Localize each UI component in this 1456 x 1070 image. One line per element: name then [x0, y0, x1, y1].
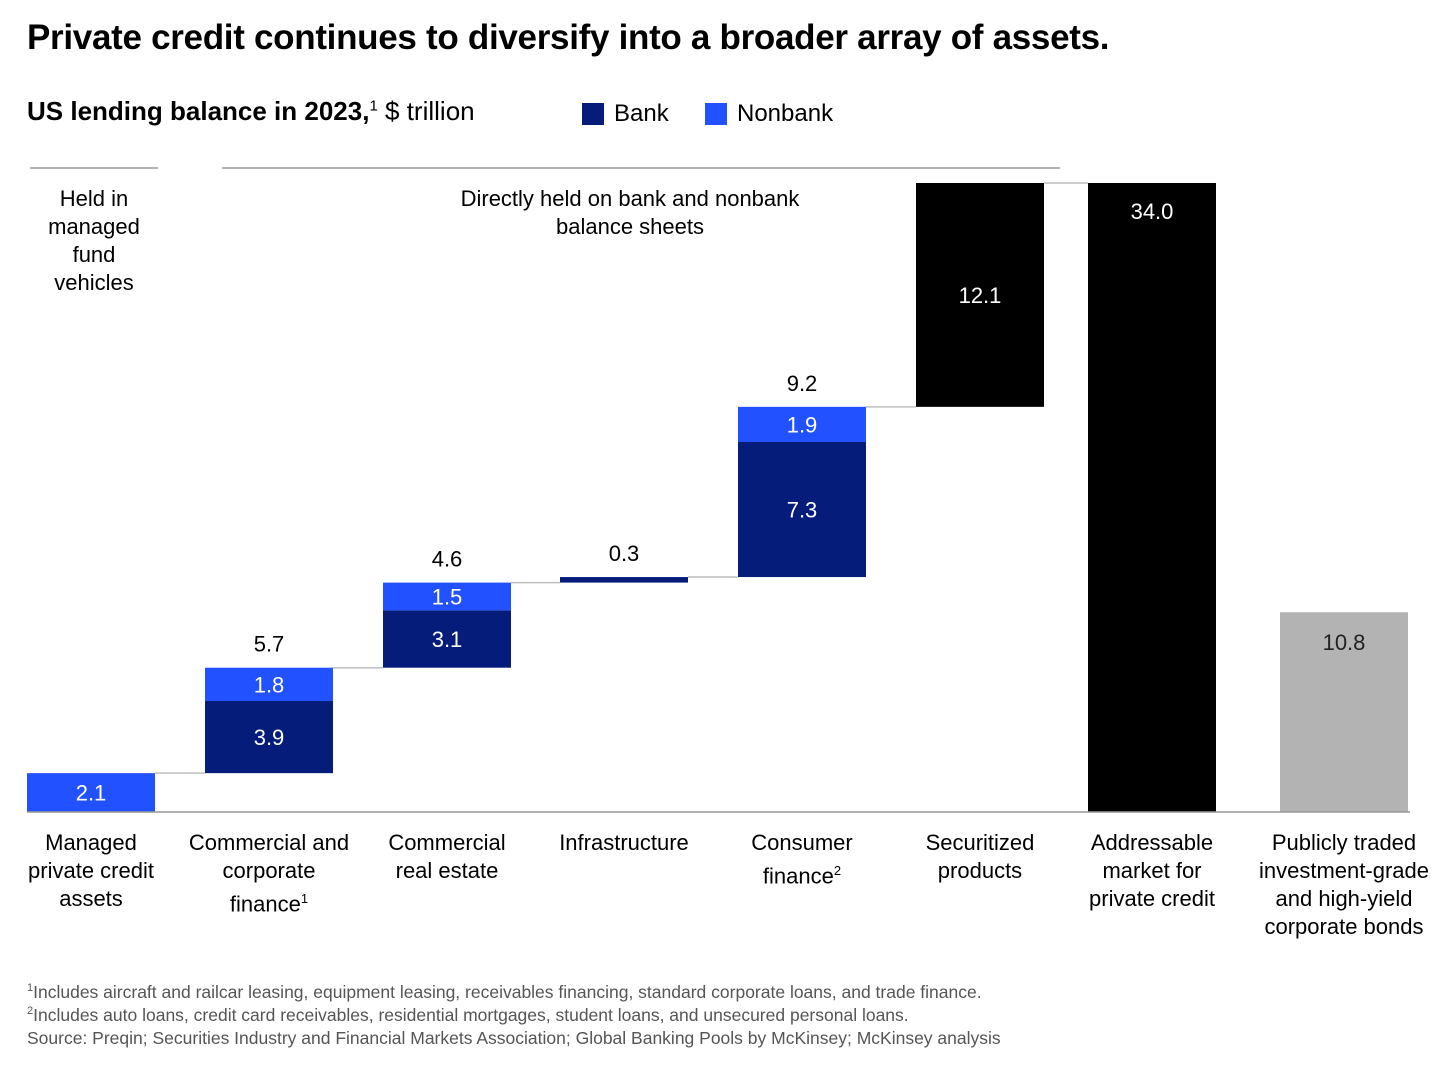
footnote-1: 1Includes aircraft and railcar leasing, …	[27, 982, 982, 1003]
total-label-commercial-real-estate: 4.6	[432, 547, 463, 572]
x-label-text: Infrastructure	[559, 830, 689, 855]
x-label-infrastructure: Infrastructure	[539, 829, 709, 857]
total-label-infrastructure: 0.3	[609, 541, 640, 566]
x-label-commercial-real-estate: Commercial real estate	[367, 829, 527, 885]
x-label-securitized-products: Securitized products	[900, 829, 1060, 885]
bar-publicly-traded-investment-grade-and-high-yield-corporate-bonds-public	[1280, 612, 1408, 812]
x-label-footnote-marker: 2	[833, 863, 842, 878]
x-label-text: Publicly traded investment-grade and hig…	[1259, 830, 1429, 939]
x-label-text: Securitized products	[925, 830, 1035, 883]
x-label-text: Commercial and corporate finance	[188, 830, 350, 917]
footnote-2-marker: 2	[27, 1005, 34, 1018]
subtitle-footnote-marker: 1	[369, 97, 378, 115]
total-label-consumer-finance: 9.2	[787, 371, 818, 396]
group-label-managed: Held in managed fund vehicles	[48, 186, 140, 295]
bar-commercial-and-corporate-finance-bank	[205, 701, 333, 774]
waterfall-chart: 2.1 3.9 1.8 5.7 3.1 1.5 4.6 0.3 7.3 1.9 9.2 12.1 34.…	[27, 167, 1410, 813]
x-label-text: Commercial real estate	[388, 830, 506, 883]
group-label-direct: Directly held on bank and nonbank balanc…	[460, 186, 800, 239]
data-label-publicly-traded-investment-grade-and-high-yield-corporate-bonds-public: 10.8	[1323, 630, 1366, 655]
x-label-consumer-finance: Consumer finance2	[722, 829, 882, 890]
x-label-footnote-marker: 1	[300, 891, 309, 906]
x-label-text: Consumer finance	[751, 830, 853, 889]
footnote-1-text: Includes aircraft and railcar leasing, e…	[33, 982, 982, 1002]
data-label-securitized-products-total: 12.1	[959, 283, 1002, 308]
footnote-1-marker: 1	[27, 982, 34, 995]
bar-consumer-finance-bank	[738, 442, 866, 578]
x-label-text: Addressable market for private credit	[1089, 830, 1215, 911]
x-label-addressable-market-for-private-credit: Addressable market for private credit	[1072, 829, 1232, 913]
footnote-2: 2Includes auto loans, credit card receiv…	[27, 1005, 909, 1026]
data-label-commercial-real-estate-nonbank: 1.5	[432, 584, 463, 609]
data-label-commercial-and-corporate-finance-bank: 3.9	[254, 725, 285, 750]
x-label-commercial-and-corporate-finance: Commercial and corporate finance1	[184, 829, 354, 918]
x-label-managed-private-credit-assets: Managed private credit assets	[11, 829, 171, 913]
total-label-commercial-and-corporate-finance: 5.7	[254, 632, 285, 657]
data-label-consumer-finance-nonbank: 1.9	[787, 412, 818, 437]
source-note: Source: Preqin; Securities Industry and …	[27, 1028, 1001, 1048]
data-label-managed-private-credit-assets-nonbank: 2.1	[76, 781, 107, 806]
bar-infrastructure-bank	[560, 577, 688, 583]
data-label-addressable-market-for-private-credit-total: 34.0	[1131, 199, 1174, 224]
subtitle-main: US lending balance in 2023,	[27, 96, 370, 126]
bar-commercial-real-estate-bank	[383, 610, 511, 668]
bars-layer: 2.1 3.9 1.8 5.7 3.1 1.5 4.6 0.3 7.3 1.9 9.2 12.1 34.…	[27, 182, 1408, 812]
bar-commercial-real-estate-nonbank	[383, 582, 511, 611]
x-label-text: Managed private credit assets	[28, 830, 154, 911]
bar-securitized-products-total	[916, 183, 1044, 407]
data-label-commercial-real-estate-bank: 3.1	[432, 627, 463, 652]
chart-title: Private credit continues to diversify in…	[27, 18, 1110, 57]
legend-item-bank: Bank	[582, 100, 669, 128]
legend-label-bank: Bank	[614, 100, 669, 127]
bar-consumer-finance-nonbank	[738, 406, 866, 442]
bar-addressable-market-for-private-credit-total	[1088, 183, 1216, 812]
footnote-2-text: Includes auto loans, credit card receiva…	[33, 1005, 909, 1025]
data-label-commercial-and-corporate-finance-nonbank: 1.8	[254, 672, 285, 697]
data-label-consumer-finance-bank: 7.3	[787, 498, 818, 523]
bar-managed-private-credit-assets-nonbank	[27, 773, 155, 812]
chart-subtitle: US lending balance in 2023,1 $ trillion	[27, 96, 475, 127]
legend-swatch-nonbank	[705, 103, 727, 125]
legend-label-nonbank: Nonbank	[737, 100, 834, 127]
legend-item-nonbank: Nonbank	[705, 100, 833, 128]
x-label-publicly-traded-investment-grade-and-high-yield-corporate-bonds: Publicly traded investment-grade and hig…	[1239, 829, 1449, 941]
bar-commercial-and-corporate-finance-nonbank	[205, 667, 333, 701]
subtitle-unit: $ trillion	[377, 96, 475, 126]
legend-swatch-bank	[582, 103, 604, 125]
